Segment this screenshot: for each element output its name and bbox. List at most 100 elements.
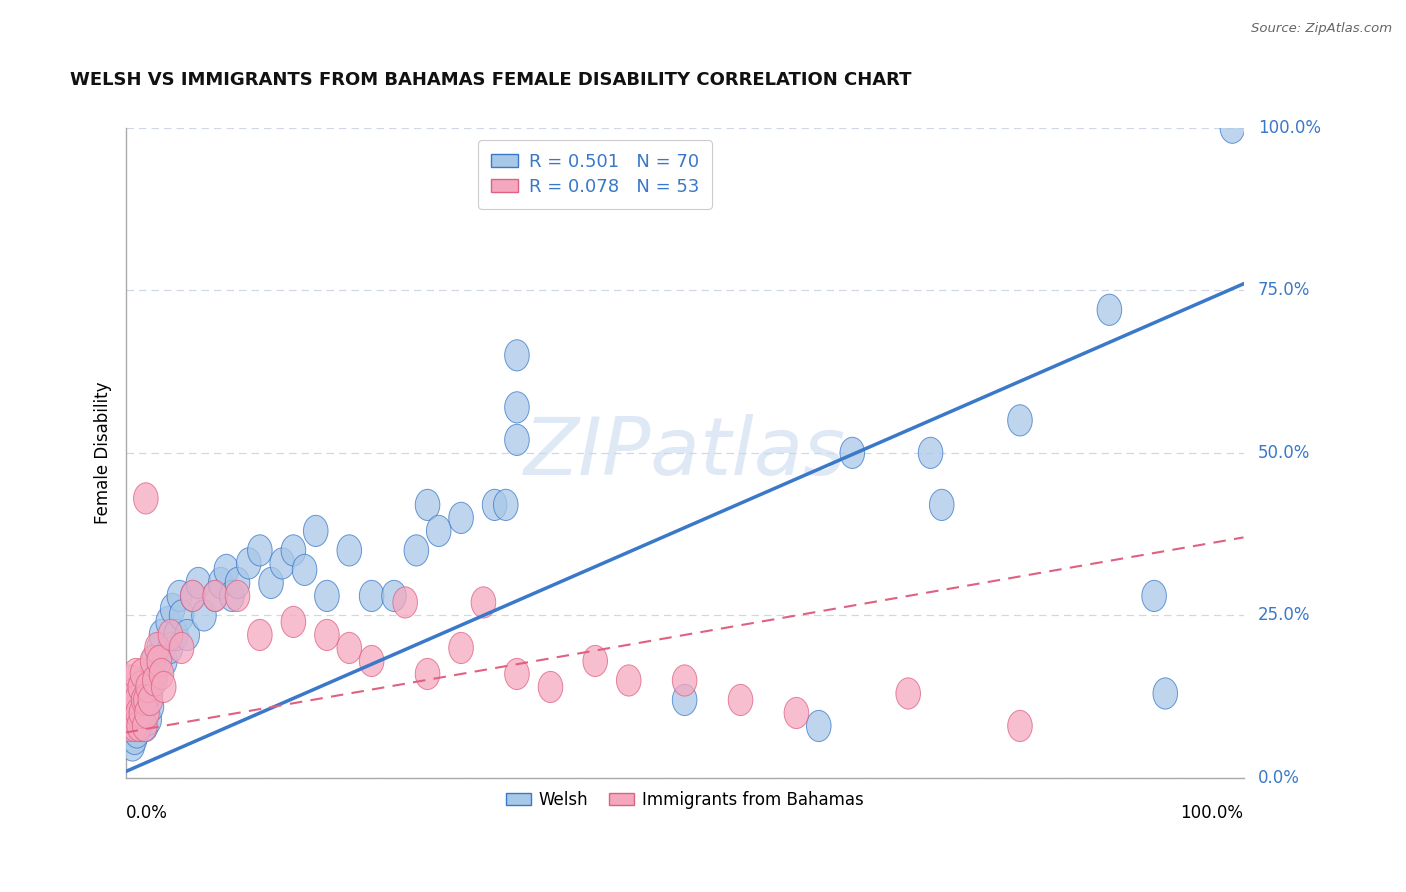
Ellipse shape [157, 619, 183, 650]
Ellipse shape [281, 535, 305, 566]
Ellipse shape [134, 684, 157, 715]
Ellipse shape [505, 425, 529, 456]
Ellipse shape [124, 658, 148, 690]
Ellipse shape [304, 516, 328, 547]
Ellipse shape [180, 581, 205, 612]
Ellipse shape [186, 567, 211, 599]
Ellipse shape [167, 581, 191, 612]
Ellipse shape [136, 672, 160, 703]
Text: 25.0%: 25.0% [1258, 607, 1310, 624]
Ellipse shape [121, 678, 146, 709]
Ellipse shape [125, 684, 149, 715]
Ellipse shape [169, 599, 194, 631]
Ellipse shape [131, 672, 156, 703]
Text: 100.0%: 100.0% [1181, 804, 1243, 822]
Ellipse shape [120, 710, 143, 741]
Ellipse shape [270, 548, 294, 579]
Ellipse shape [117, 684, 142, 715]
Ellipse shape [404, 535, 429, 566]
Ellipse shape [134, 710, 157, 741]
Ellipse shape [120, 665, 143, 696]
Ellipse shape [202, 581, 228, 612]
Ellipse shape [1097, 294, 1122, 326]
Ellipse shape [208, 567, 233, 599]
Text: 100.0%: 100.0% [1258, 119, 1322, 136]
Ellipse shape [1142, 581, 1167, 612]
Ellipse shape [120, 698, 145, 729]
Text: ZIPatlas: ZIPatlas [523, 414, 845, 491]
Ellipse shape [120, 730, 145, 761]
Ellipse shape [127, 704, 152, 735]
Ellipse shape [142, 665, 167, 696]
Ellipse shape [225, 567, 250, 599]
Ellipse shape [225, 581, 250, 612]
Ellipse shape [139, 691, 163, 723]
Ellipse shape [152, 645, 177, 676]
Ellipse shape [163, 619, 188, 650]
Ellipse shape [128, 678, 152, 709]
Text: 50.0%: 50.0% [1258, 444, 1310, 462]
Ellipse shape [135, 684, 159, 715]
Ellipse shape [315, 619, 339, 650]
Ellipse shape [125, 698, 150, 729]
Ellipse shape [128, 672, 152, 703]
Ellipse shape [259, 567, 284, 599]
Ellipse shape [672, 684, 697, 715]
Ellipse shape [918, 437, 943, 468]
Ellipse shape [124, 684, 148, 715]
Ellipse shape [839, 437, 865, 468]
Ellipse shape [125, 698, 150, 729]
Ellipse shape [143, 658, 169, 690]
Legend: Welsh, Immigrants from Bahamas: Welsh, Immigrants from Bahamas [499, 784, 870, 815]
Ellipse shape [360, 645, 384, 676]
Ellipse shape [160, 593, 186, 624]
Y-axis label: Female Disability: Female Disability [94, 382, 112, 524]
Ellipse shape [236, 548, 262, 579]
Ellipse shape [247, 535, 273, 566]
Ellipse shape [138, 684, 163, 715]
Ellipse shape [129, 710, 153, 741]
Ellipse shape [281, 607, 305, 638]
Ellipse shape [616, 665, 641, 696]
Ellipse shape [131, 658, 155, 690]
Ellipse shape [191, 599, 217, 631]
Ellipse shape [135, 698, 159, 729]
Ellipse shape [785, 698, 808, 729]
Ellipse shape [728, 684, 752, 715]
Text: 75.0%: 75.0% [1258, 281, 1310, 300]
Ellipse shape [138, 678, 163, 709]
Ellipse shape [148, 645, 172, 676]
Ellipse shape [156, 607, 180, 638]
Ellipse shape [127, 710, 152, 741]
Ellipse shape [125, 717, 149, 748]
Ellipse shape [131, 684, 156, 715]
Ellipse shape [360, 581, 384, 612]
Ellipse shape [122, 723, 148, 755]
Ellipse shape [896, 678, 921, 709]
Ellipse shape [415, 490, 440, 521]
Ellipse shape [426, 516, 451, 547]
Ellipse shape [134, 483, 157, 514]
Ellipse shape [415, 658, 440, 690]
Ellipse shape [929, 490, 955, 521]
Ellipse shape [148, 632, 172, 664]
Ellipse shape [807, 710, 831, 741]
Ellipse shape [1008, 710, 1032, 741]
Ellipse shape [292, 554, 316, 585]
Ellipse shape [141, 645, 165, 676]
Ellipse shape [136, 704, 162, 735]
Ellipse shape [337, 535, 361, 566]
Ellipse shape [482, 490, 508, 521]
Ellipse shape [169, 632, 194, 664]
Ellipse shape [449, 632, 474, 664]
Ellipse shape [538, 672, 562, 703]
Ellipse shape [174, 619, 200, 650]
Ellipse shape [149, 658, 174, 690]
Ellipse shape [214, 554, 239, 585]
Ellipse shape [315, 581, 339, 612]
Ellipse shape [449, 502, 474, 533]
Ellipse shape [132, 710, 157, 741]
Ellipse shape [247, 619, 273, 650]
Ellipse shape [337, 632, 361, 664]
Ellipse shape [494, 490, 517, 521]
